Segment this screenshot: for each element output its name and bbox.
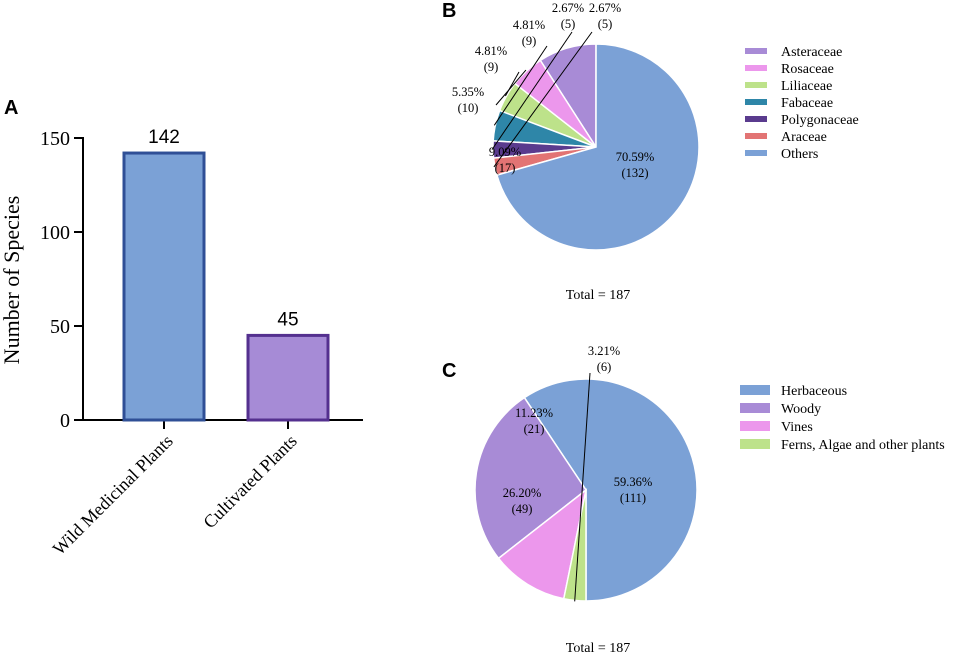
y-tick-label: 0 — [60, 410, 70, 432]
family-label-fabaceae-leader — [493, 45, 548, 126]
family-label-others-percent: 70.59% — [616, 150, 655, 164]
family-label-others-count: (132) — [621, 166, 648, 180]
family-label-rosaceae-percent: 5.35% — [452, 85, 484, 99]
legend-label-asteraceae: Asteraceae — [781, 45, 842, 60]
legend-swatch-asteraceae — [745, 48, 767, 54]
legend-swatch-woody — [740, 403, 770, 413]
family-label-rosaceae-leader — [495, 69, 527, 106]
family-label-polygonaceae-leader — [491, 31, 573, 150]
bar-value-label: 142 — [148, 127, 180, 148]
life-form-label-woody-percent: 26.20% — [503, 486, 542, 500]
panel-letter-b: B — [442, 0, 456, 22]
family-pie-labels: 9.09%(17)5.35%(10)4.81%(9)4.81%(9)2.67%(… — [452, 1, 654, 180]
life-form-legend: Herbaceous Woody Vines Ferns, Algae and oth… — [740, 384, 945, 453]
family-label-polygonaceae-percent: 2.67% — [552, 1, 584, 15]
family-label-fabaceae-percent: 4.81% — [513, 18, 545, 32]
x-tick-label: Wild Medicinal Plants — [49, 431, 177, 559]
life-form-label-ferns-algae-and-other-plants-count: (6) — [597, 360, 612, 374]
legend-swatch-others — [745, 150, 767, 156]
panel-letter-c: C — [442, 360, 456, 382]
y-tick-label: 50 — [50, 316, 70, 338]
y-tick-label: 100 — [40, 222, 70, 244]
legend-label-polygonaceae: Polygonaceae — [781, 113, 859, 128]
family-total-label: Total = 187 — [566, 288, 630, 303]
family-label-rosaceae-count: (10) — [458, 101, 479, 115]
life-form-label-ferns-algae-and-other-plants-percent: 3.21% — [588, 344, 620, 358]
life-form-label-vines-percent: 11.23% — [515, 406, 553, 420]
family-label-polygonaceae-count: (5) — [561, 17, 576, 31]
legend-swatch-ferns-algae-and-other-plants — [740, 439, 770, 449]
family-label-asteraceae-count: (17) — [495, 161, 516, 175]
family-label-liliaceae-percent: 4.81% — [475, 44, 507, 58]
bar-chart-bars: 142 45 — [122, 127, 330, 422]
family-label-liliaceae-count: (9) — [484, 60, 499, 74]
life-form-label-vines-count: (21) — [524, 422, 545, 436]
life-form-pie-panel: 59.36%(111)26.20%(49)11.23%(21)3.21%(6) … — [474, 344, 945, 655]
family-label-araceae-percent: 2.67% — [589, 1, 621, 15]
life-form-label-woody-count: (49) — [512, 502, 533, 516]
life-form-label-ferns-algae-and-other-plants-leader — [574, 372, 591, 602]
x-tick-label: Cultivated Plants — [199, 431, 300, 532]
legend-swatch-rosaceae — [745, 65, 767, 71]
legend-label-fabaceae: Fabaceae — [781, 96, 833, 111]
legend-label-vines: Vines — [781, 420, 813, 435]
y-axis-label: Number of Species — [0, 196, 24, 365]
family-pie-slices — [492, 43, 700, 251]
legend-label-others: Others — [781, 147, 818, 162]
bar-value-label: 45 — [277, 309, 298, 330]
family-pie-panel: 9.09%(17)5.35%(10)4.81%(9)4.81%(9)2.67%(… — [452, 1, 859, 303]
panel-letter-a: A — [4, 97, 18, 119]
family-label-fabaceae-count: (9) — [522, 34, 537, 48]
legend-swatch-polygonaceae — [745, 116, 767, 122]
bar-wild-medicinal-plants — [122, 151, 206, 422]
life-form-label-herbaceous-percent: 59.36% — [614, 475, 653, 489]
life-form-slice-herbaceous — [523, 378, 698, 602]
life-form-slice-vines — [497, 488, 588, 600]
legend-swatch-fabaceae — [745, 99, 767, 105]
life-form-pie-labels: 59.36% (111) 26.20% (49) 11.23% (21) 3.21% (6) — [503, 344, 653, 602]
family-label-araceae-count: (5) — [598, 17, 613, 31]
legend-label-rosaceae: Rosaceae — [781, 62, 834, 77]
y-tick-label: 150 — [40, 128, 70, 150]
life-form-slice-woody — [474, 396, 588, 560]
legend-label-herbaceous: Herbaceous — [781, 384, 847, 399]
life-form-label-herbaceous-count: (111) — [620, 491, 646, 505]
family-label-araceae-leader — [493, 31, 593, 168]
family-slice-others — [495, 43, 700, 251]
family-label-liliaceae-leader — [504, 71, 520, 97]
legend-swatch-vines — [740, 421, 770, 431]
life-form-total-label: Total = 187 — [566, 641, 630, 655]
legend-label-ferns-algae-and-other-plants: Ferns, Algae and other plants — [781, 438, 945, 453]
bar-chart-panel: 0 50 100 150 Wild Medicinal Plants Cultivated… — [0, 127, 363, 559]
legend-swatch-liliaceae — [745, 82, 767, 88]
legend-label-woody: Woody — [781, 402, 821, 417]
legend-swatch-araceae — [745, 133, 767, 139]
bar-cultivated-plants — [246, 333, 330, 422]
legend-label-liliaceae: Liliaceae — [781, 79, 832, 94]
life-form-pie-slices — [474, 378, 698, 602]
legend-label-araceae: Araceae — [781, 130, 827, 145]
legend-swatch-herbaceous — [740, 385, 770, 395]
family-legend: Asteraceae Rosaceae Liliaceae Fabaceae Polyg… — [745, 45, 859, 162]
